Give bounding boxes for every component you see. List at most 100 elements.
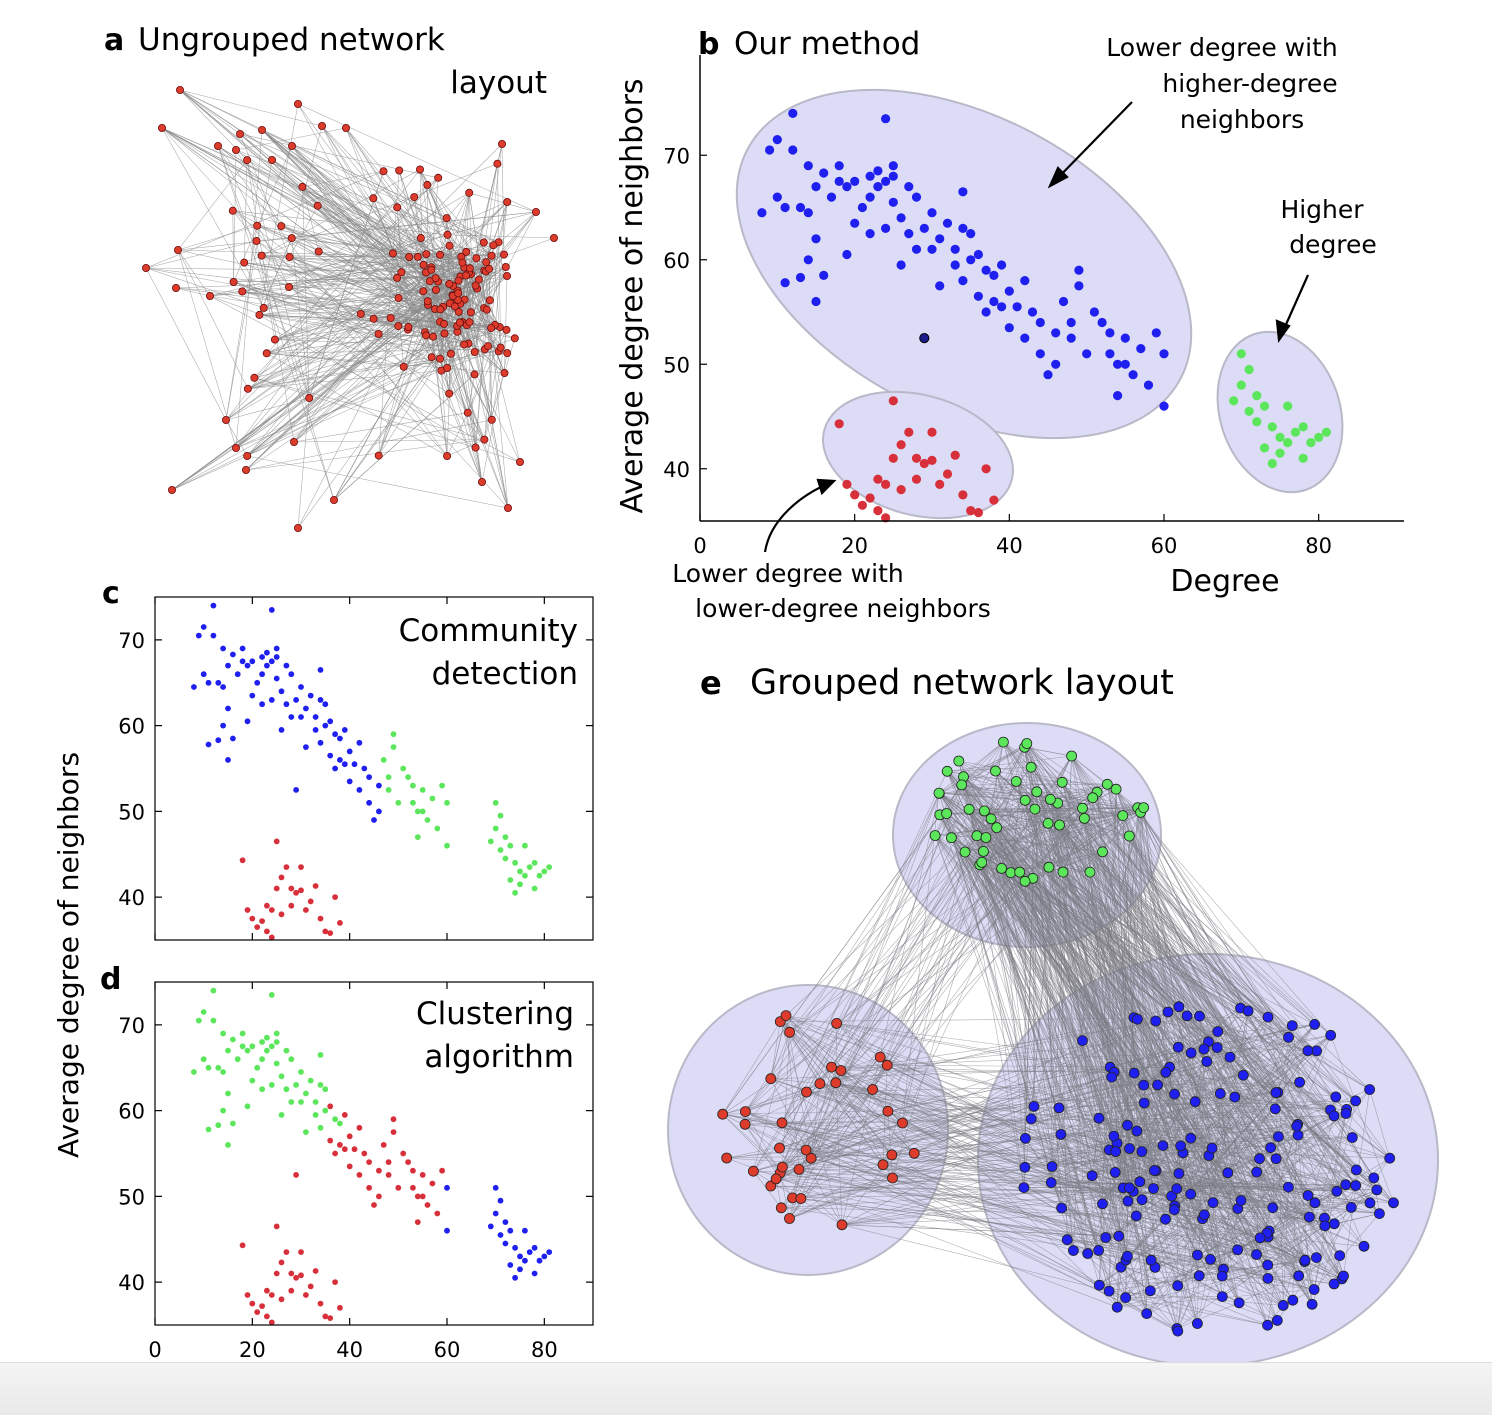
- edge-a: [469, 193, 536, 212]
- node-e-blue: [1300, 1255, 1310, 1265]
- node-a: [444, 231, 451, 238]
- point-plot-b-blue-53: [958, 224, 967, 233]
- point-plot-c-blue-19: [240, 658, 246, 664]
- point-plot-b-red-2: [850, 490, 859, 499]
- point-plot-d-green-54: [322, 1108, 328, 1114]
- node-e-blue: [1135, 1177, 1145, 1187]
- node-a: [241, 259, 248, 266]
- point-plot-b-blue-2: [773, 135, 782, 144]
- point-plot-c-blue-32: [269, 697, 275, 703]
- node-e-green: [954, 756, 964, 766]
- point-plot-c-green-35: [527, 864, 533, 870]
- ytick-label-plot-c-60: 60: [118, 715, 145, 739]
- node-e-blue: [1252, 1250, 1262, 1260]
- node-e-blue: [1263, 1260, 1273, 1270]
- point-plot-b-blue-10: [804, 161, 813, 170]
- node-e-blue: [1149, 1184, 1159, 1194]
- node-e-blue: [1122, 1251, 1132, 1261]
- point-plot-c-green-21: [493, 800, 499, 806]
- node-e-blue: [1263, 1320, 1273, 1330]
- point-plot-c-blue-44: [293, 787, 299, 793]
- node-e-blue: [1182, 1011, 1192, 1021]
- node-a: [315, 248, 322, 255]
- node-e-green: [930, 831, 940, 841]
- node-e-blue: [1173, 1281, 1183, 1291]
- point-plot-b-blue-0: [757, 208, 766, 217]
- point-plot-b-blue-55: [966, 255, 975, 264]
- point-plot-b-blue-68: [1020, 276, 1029, 285]
- point-plot-b-green-17: [1299, 422, 1308, 431]
- node-e-blue: [1087, 1171, 1097, 1181]
- point-plot-b-blue-63: [997, 302, 1006, 311]
- point-plot-c-blue-33: [269, 607, 275, 613]
- node-a: [466, 265, 473, 272]
- point-plot-d-red-46: [274, 1271, 280, 1277]
- node-e-blue: [1255, 1154, 1265, 1164]
- edge-a: [292, 126, 322, 238]
- point-plot-b-blue-38: [897, 260, 906, 269]
- node-e-green: [1139, 803, 1149, 813]
- node-a: [314, 202, 321, 209]
- point-plot-d-green-4: [206, 1065, 212, 1071]
- node-a: [242, 466, 249, 473]
- point-plot-d-green-0: [191, 1069, 197, 1075]
- node-e-blue: [1217, 1271, 1227, 1281]
- node-e-red: [776, 1203, 786, 1213]
- node-e-blue: [1131, 1211, 1141, 1221]
- node-e-blue: [1020, 1162, 1030, 1172]
- point-plot-b-green-13: [1283, 438, 1292, 447]
- node-e-green: [942, 766, 952, 776]
- point-plot-d-red-20: [386, 1159, 392, 1165]
- node-a: [380, 168, 387, 175]
- point-plot-d-red-60: [327, 1315, 333, 1321]
- point-plot-b-blue-13: [811, 297, 820, 306]
- node-e-blue: [1161, 1214, 1171, 1224]
- point-plot-b-blue-28: [866, 229, 875, 238]
- node-e-red: [718, 1109, 728, 1119]
- point-plot-c-green-13: [420, 787, 426, 793]
- point-plot-b-green-1: [1237, 349, 1246, 358]
- point-plot-c-blue-59: [332, 731, 338, 737]
- node-e-red: [887, 1150, 897, 1160]
- point-plot-d-blue-5: [498, 1232, 504, 1238]
- node-e-blue: [1026, 1114, 1036, 1124]
- node-e-blue: [1062, 1235, 1072, 1245]
- annotation-lower-line1: Lower degree with: [672, 559, 903, 588]
- point-plot-d-green-43: [293, 1082, 299, 1088]
- point-plot-c-red-11: [279, 875, 285, 881]
- point-plot-c-blue-74: [376, 783, 382, 789]
- point-plot-b-blue-5: [781, 278, 790, 287]
- node-e-green: [964, 804, 974, 814]
- node-e-blue: [1206, 1254, 1216, 1264]
- point-plot-b-red-8: [881, 480, 890, 489]
- node-e-green: [960, 847, 970, 857]
- panel-d-title-line2: algorithm: [424, 1039, 574, 1075]
- point-plot-b-blue-71: [1036, 349, 1045, 358]
- node-e-blue: [1310, 1019, 1320, 1029]
- point-plot-d-red-0: [293, 1172, 299, 1178]
- point-plot-d-green-27: [259, 1039, 265, 1045]
- point-plot-c-blue-66: [347, 749, 353, 755]
- point-plot-d-green-21: [245, 1048, 251, 1054]
- point-plot-b-blue-35: [889, 161, 898, 170]
- panel-b-letter: b: [698, 27, 719, 62]
- node-e-blue: [1329, 1279, 1339, 1289]
- point-plot-d-green-36: [274, 1039, 280, 1045]
- xlabel-plot-b: Degree: [1170, 564, 1279, 599]
- point-plot-c-blue-40: [284, 701, 290, 707]
- node-e-blue: [1173, 1042, 1183, 1052]
- point-plot-d-red-5: [342, 1146, 348, 1152]
- point-plot-c-blue-48: [303, 744, 309, 750]
- point-plot-d-green-41: [288, 1056, 294, 1062]
- node-e-green: [979, 846, 989, 856]
- point-plot-b-blue-60: [982, 307, 991, 316]
- node-e-blue: [1078, 1036, 1088, 1046]
- node-e-blue: [1287, 1021, 1297, 1031]
- point-plot-d-green-2: [201, 1009, 207, 1015]
- xtick-label-plot-b-80: 80: [1305, 534, 1332, 558]
- node-a: [375, 452, 382, 459]
- point-plot-b-blue-42: [912, 245, 921, 254]
- point-plot-c-blue-49: [308, 693, 314, 699]
- point-plot-b-blue-67: [1013, 302, 1022, 311]
- point-plot-d-red-30: [420, 1194, 426, 1200]
